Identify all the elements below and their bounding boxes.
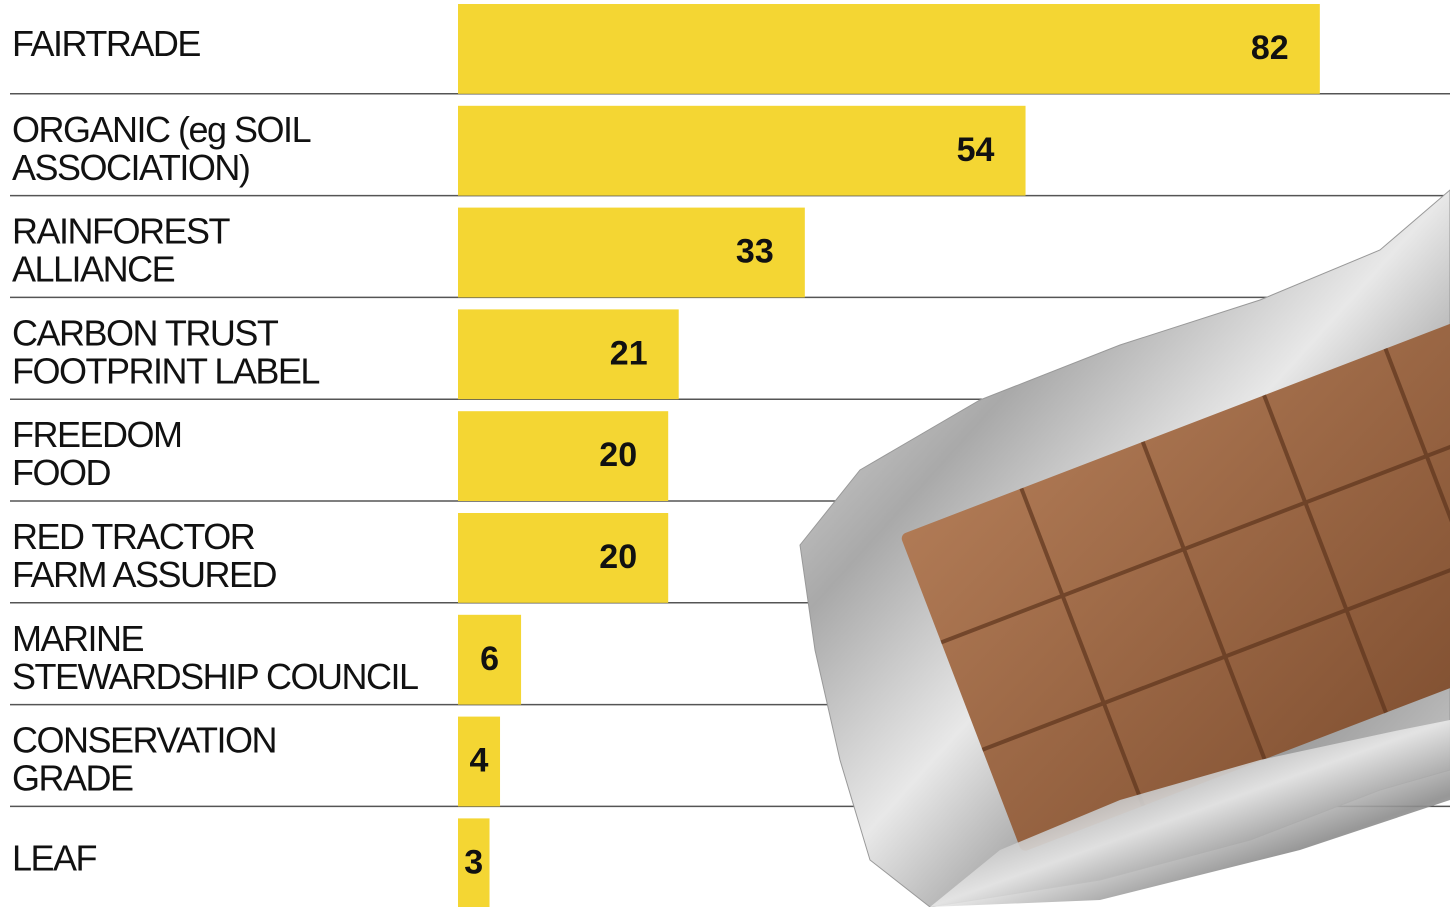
category-label: RAINFOREST ALLIANCE (12, 211, 231, 290)
bar (458, 207, 805, 298)
bar (458, 309, 679, 400)
category-label: ORGANIC (eg SOIL ASSOCIATION) (12, 109, 311, 188)
value-label: 3 (464, 843, 483, 881)
value-label: 82 (1251, 29, 1289, 67)
chocolate-photo (799, 189, 1450, 907)
value-label: 4 (470, 742, 489, 780)
bar (458, 105, 1026, 196)
value-label: 54 (957, 131, 995, 169)
bar (458, 716, 501, 807)
value-label: 33 (736, 233, 774, 271)
bar (458, 818, 490, 907)
category-label: FREEDOM FOOD (12, 414, 182, 493)
value-label: 20 (599, 538, 637, 576)
bar (458, 411, 669, 501)
value-label: 6 (480, 640, 499, 678)
value-label: 20 (599, 436, 637, 474)
bar (458, 4, 1320, 94)
value-label: 21 (610, 334, 648, 372)
category-label: LEAF (12, 837, 97, 878)
bar (458, 614, 522, 705)
category-label: CONSERVATION GRADE (12, 720, 276, 799)
category-label: CARBON TRUST FOOTPRINT LABEL (12, 312, 319, 391)
bar (458, 513, 669, 603)
category-label: MARINE STEWARDSHIP COUNCIL (12, 618, 418, 697)
category-label: RED TRACTOR FARM ASSURED (12, 516, 277, 595)
category-label: FAIRTRADE (12, 23, 200, 64)
